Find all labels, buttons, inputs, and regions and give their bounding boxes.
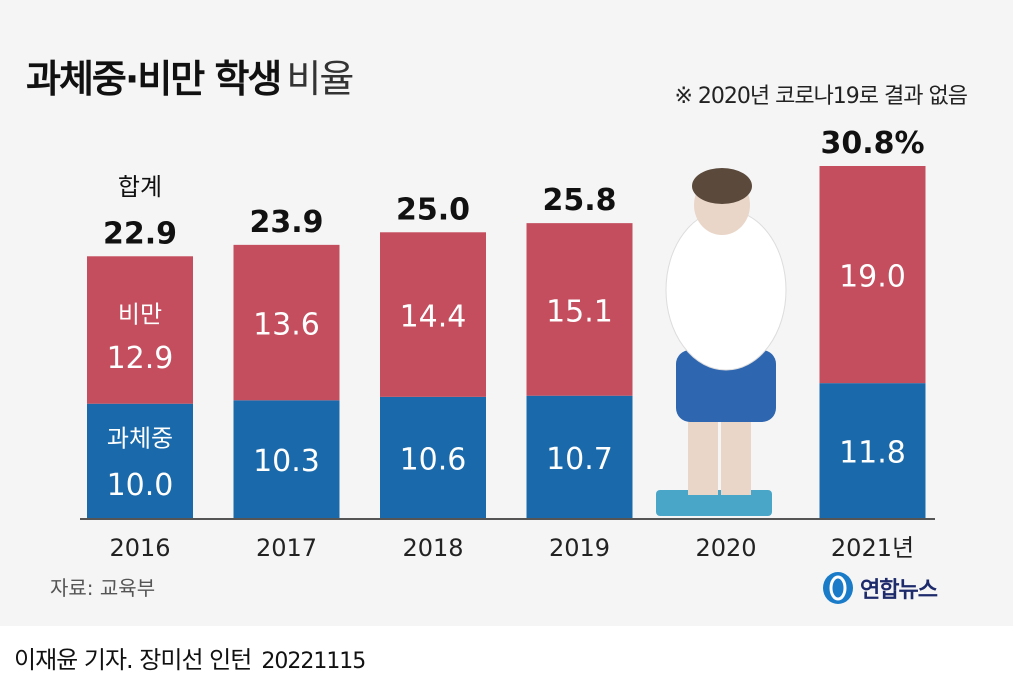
data-label-obese: 13.6	[253, 308, 320, 343]
total-value: 25.8	[542, 183, 616, 218]
bar-overweight	[87, 403, 193, 518]
data-label-obese: 12.9	[107, 341, 174, 376]
data-label-overweight: 10.7	[546, 442, 613, 477]
total-value: 23.9	[249, 205, 323, 240]
note: ※ 2020년 코로나19로 결과 없음	[674, 84, 968, 109]
data-label-obese: 14.4	[400, 300, 467, 335]
data-label-obese: 19.0	[839, 260, 906, 295]
data-label-overweight: 10.6	[400, 442, 467, 477]
data-label-overweight: 10.0	[107, 468, 174, 503]
scale-illustration	[656, 490, 772, 516]
bar-chart: 2016 과체중 비만 합계 10.0 12.9 22.9 2017 10.3 13.6 23.9 2…	[80, 126, 935, 562]
bar-overweight	[233, 400, 340, 518]
bar-overweight	[380, 396, 486, 518]
credit: 이재윤 기자. 장미선 인턴 20221115	[14, 640, 366, 675]
x-tick-label: 2018	[402, 534, 463, 562]
bar-obese	[233, 244, 340, 401]
leg-illustration	[721, 410, 751, 495]
data-label-overweight: 11.8	[839, 436, 906, 471]
title-bold: 과체중·비만 학생	[26, 57, 282, 101]
data-label-overweight: 10.3	[253, 444, 320, 479]
bar-overweight	[526, 395, 633, 518]
logo-icon	[823, 572, 853, 604]
total-value: 22.9	[103, 216, 177, 251]
data-label-obese: 15.1	[546, 294, 613, 329]
bar-overweight	[819, 383, 926, 518]
series-label-overweight: 과체중	[107, 425, 173, 453]
logo: 연합뉴스	[820, 570, 938, 606]
total-label: 합계	[118, 173, 162, 201]
x-tick-label: 2019	[549, 534, 610, 562]
x-tick-label: 2017	[256, 534, 317, 562]
leg-illustration	[688, 410, 718, 495]
bar-obese	[819, 166, 926, 384]
x-tick-label: 2021년	[831, 534, 914, 562]
logo-text: 연합뉴스	[860, 578, 938, 603]
title-light: 비율	[286, 57, 354, 101]
bar-obese	[87, 256, 193, 404]
chart-title: 과체중·비만 학생 비율	[26, 48, 354, 103]
series-label-obese: 비만	[118, 300, 162, 328]
bar-obese	[380, 232, 486, 397]
source: 자료: 교육부	[50, 576, 156, 600]
x-tick-label: 2020	[695, 534, 756, 562]
shorts-illustration	[676, 350, 776, 422]
x-tick-label: 2016	[109, 534, 170, 562]
credit-author: 이재윤 기자. 장미선 인턴	[14, 646, 252, 674]
total-value: 30.8%	[820, 126, 924, 161]
bar-obese	[526, 223, 633, 396]
credit-date: 20221115	[261, 649, 366, 674]
hair-illustration	[692, 168, 752, 204]
total-value: 25.0	[396, 192, 470, 227]
